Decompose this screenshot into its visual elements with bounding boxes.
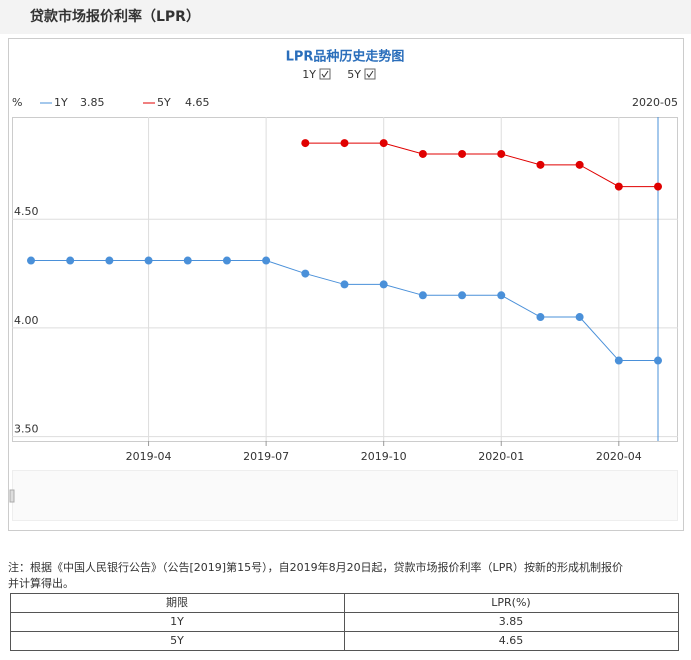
- x-tick-label: 2019-07: [243, 450, 289, 463]
- y-tick-label: 4.50: [14, 205, 39, 218]
- data-point: [575, 160, 584, 169]
- x-tick-label: 2019-10: [361, 450, 407, 463]
- y-tick-label: 3.50: [14, 423, 39, 436]
- data-point: [379, 139, 388, 148]
- data-point: [497, 149, 506, 158]
- data-point: [301, 139, 310, 148]
- plot-area: [12, 117, 678, 442]
- data-point: [458, 291, 467, 300]
- data-point: [27, 256, 35, 265]
- y-axis-label: %: [12, 96, 22, 109]
- data-point: [105, 256, 114, 265]
- data-point: [536, 313, 545, 322]
- data-point: [340, 280, 349, 289]
- data-point: [222, 256, 231, 265]
- checkbox[interactable]: [319, 68, 331, 80]
- table-cell: 3.85: [499, 615, 524, 628]
- toggle-label[interactable]: 1Y: [302, 68, 316, 81]
- legend-label: 5Y: [157, 96, 171, 109]
- check: [321, 70, 329, 78]
- data-point: [654, 356, 662, 365]
- table-cell: 5Y: [170, 634, 184, 647]
- toggle-label[interactable]: 5Y: [347, 68, 361, 81]
- legend-label: 1Y: [54, 96, 68, 109]
- data-point: [458, 149, 467, 158]
- data-point: [183, 256, 192, 265]
- series-line: [305, 142, 658, 188]
- chart-title: LPR品种历史走势图: [286, 49, 405, 65]
- table-cell: 1Y: [170, 615, 184, 628]
- x-tick-label: 2019-04: [126, 450, 172, 463]
- scrollbar[interactable]: [12, 470, 678, 521]
- hover-date: 2020-05: [632, 96, 678, 109]
- data-point: [379, 280, 388, 289]
- data-point: [418, 149, 427, 158]
- data-point: [614, 356, 623, 365]
- note-line: 并计算得出。: [8, 576, 74, 590]
- data-point: [340, 139, 349, 148]
- x-tick-label: 2020-01: [478, 450, 524, 463]
- checkbox[interactable]: [364, 68, 376, 80]
- header-bar: [0, 0, 691, 34]
- scroll-handle[interactable]: [9, 489, 15, 503]
- legend-value: 3.85: [80, 96, 105, 109]
- table-header: LPR(%): [491, 596, 530, 609]
- table-cell: 4.65: [499, 634, 524, 647]
- data-point: [66, 256, 75, 265]
- table-header: 期限: [166, 596, 188, 609]
- table: 期限 LPR(%) 1Y 3.85 5Y 4.65: [10, 593, 679, 651]
- note-line: 注：根据《中国人民银行公告》（公告[2019]第15号），自2019年8月20日…: [8, 560, 623, 574]
- x-tick-label: 2020-04: [596, 450, 642, 463]
- legend-value: 4.65: [185, 96, 210, 109]
- data-point: [262, 256, 271, 265]
- check: [366, 70, 374, 78]
- data-point: [418, 291, 427, 300]
- data-point: [301, 269, 310, 278]
- data-point: [614, 182, 623, 191]
- data-point: [497, 291, 506, 300]
- y-tick-label: 4.00: [14, 314, 39, 327]
- data-point: [654, 182, 662, 191]
- page-title: 贷款市场报价利率（LPR）: [30, 8, 200, 25]
- data-point: [536, 160, 545, 169]
- data-point: [144, 256, 153, 265]
- data-point: [575, 313, 584, 322]
